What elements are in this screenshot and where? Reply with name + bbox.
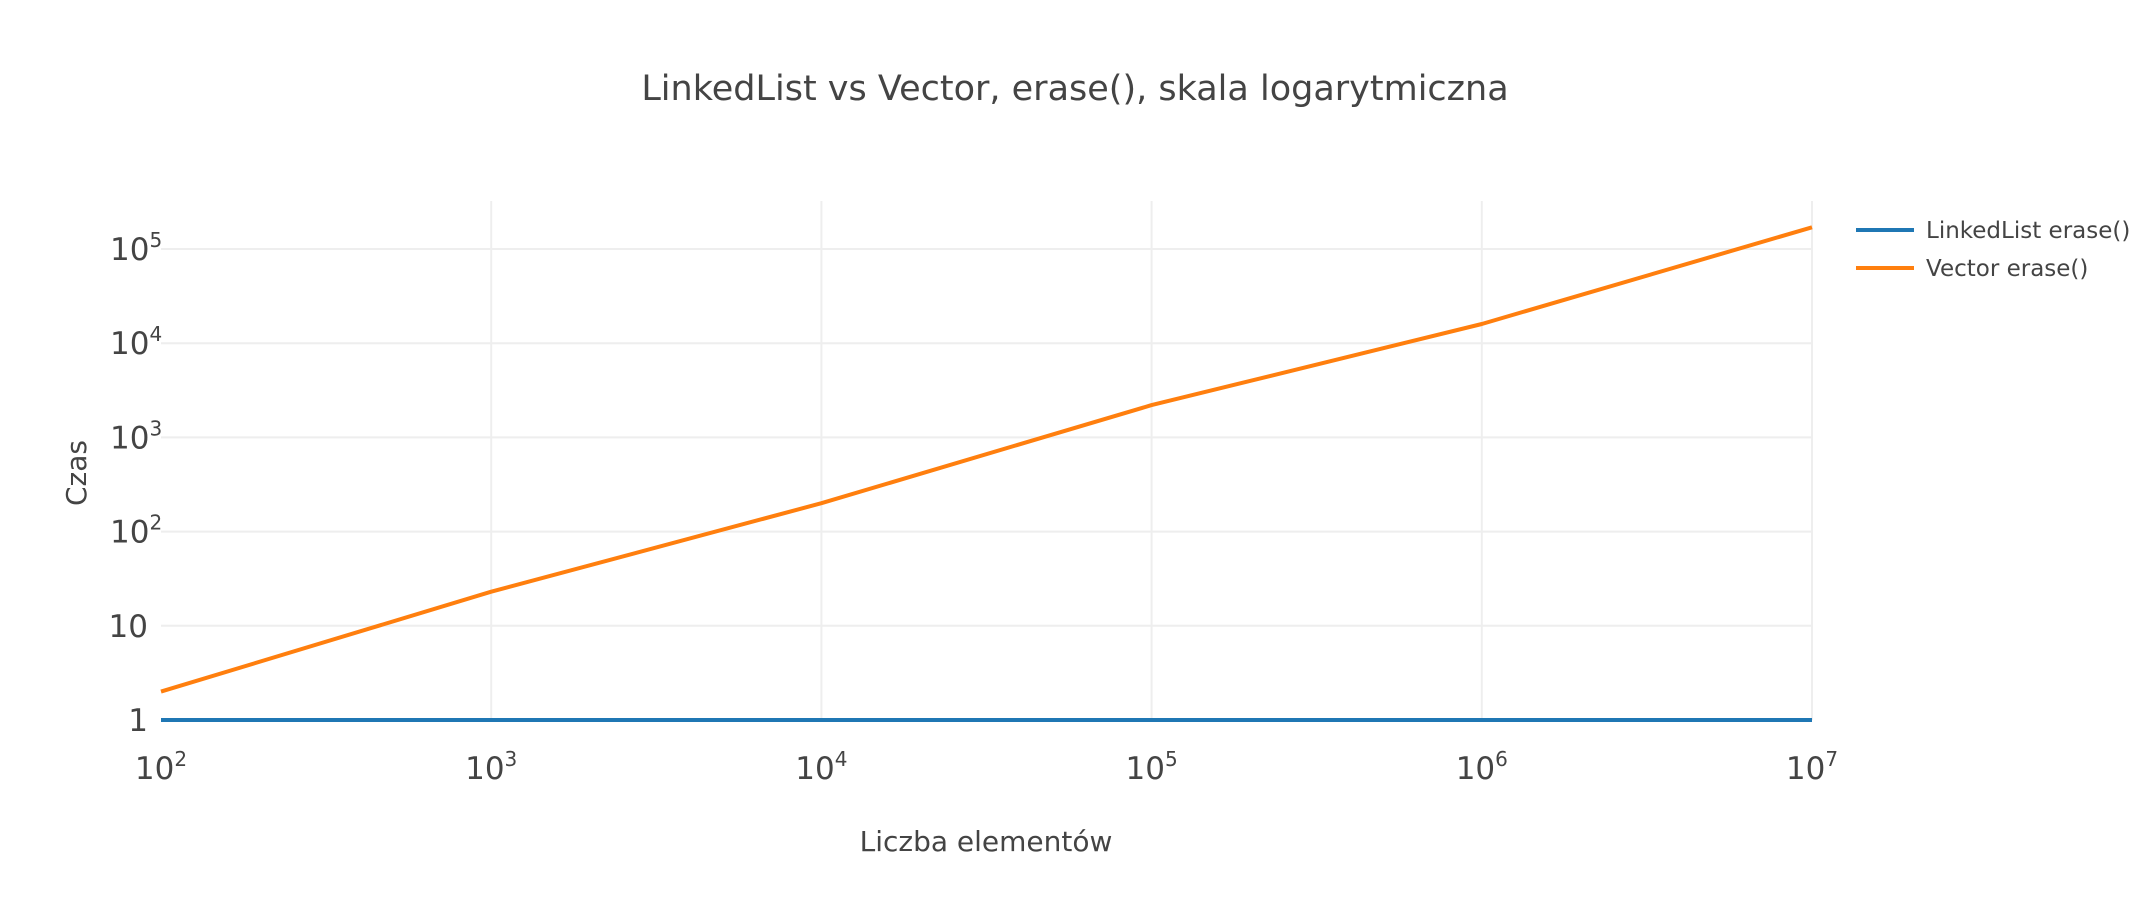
x-tick-base: 10 bbox=[465, 751, 504, 787]
series-line-1 bbox=[160, 225, 1813, 694]
x-tick-label: 105 bbox=[1126, 747, 1178, 787]
legend-label: Vector erase() bbox=[1926, 256, 2088, 282]
x-tick-exponent: 6 bbox=[1495, 747, 1508, 771]
x-tick-base: 10 bbox=[135, 751, 174, 787]
x-tick-label: 104 bbox=[795, 747, 847, 787]
y-tick-base: 10 bbox=[110, 420, 149, 456]
x-tick-label: 106 bbox=[1456, 747, 1508, 787]
x-tick-base: 10 bbox=[1126, 751, 1165, 787]
x-tick-base: 10 bbox=[1456, 751, 1495, 787]
chart-title: LinkedList vs Vector, erase(), skala log… bbox=[641, 69, 1508, 109]
y-tick-base: 1 bbox=[128, 703, 148, 739]
y-tick-base: 10 bbox=[110, 515, 149, 551]
y-tick-label: 102 bbox=[110, 511, 162, 551]
y-axis-title: Czas bbox=[60, 440, 93, 506]
y-tick-label: 1 bbox=[128, 703, 148, 739]
x-tick-exponent: 7 bbox=[1825, 747, 1838, 771]
legend-item[interactable]: LinkedList erase() bbox=[1856, 218, 2130, 244]
x-tick-label: 103 bbox=[465, 747, 517, 787]
y-tick-base: 10 bbox=[110, 232, 149, 268]
x-tick-exponent: 3 bbox=[505, 747, 518, 771]
y-tick-label: 105 bbox=[110, 228, 162, 268]
x-axis-ticks: 102 103 104 105 106 107 bbox=[135, 747, 1838, 787]
y-tick-exponent: 5 bbox=[149, 228, 162, 252]
legend-item[interactable]: Vector erase() bbox=[1856, 256, 2088, 282]
x-tick-base: 10 bbox=[1786, 751, 1825, 787]
y-tick-label: 10 bbox=[109, 609, 148, 645]
legend[interactable]: LinkedList erase() Vector erase() bbox=[1856, 218, 2130, 282]
y-tick-label: 104 bbox=[110, 322, 162, 362]
x-tick-exponent: 5 bbox=[1165, 747, 1178, 771]
x-axis-title: Liczba elementów bbox=[860, 825, 1113, 858]
y-tick-exponent: 2 bbox=[149, 511, 162, 535]
y-tick-label: 103 bbox=[110, 416, 162, 456]
y-tick-exponent: 3 bbox=[149, 416, 162, 440]
x-tick-exponent: 2 bbox=[174, 747, 187, 771]
x-tick-label: 102 bbox=[135, 747, 187, 787]
y-tick-base: 10 bbox=[109, 609, 148, 645]
x-tick-exponent: 4 bbox=[835, 747, 848, 771]
x-tick-base: 10 bbox=[795, 751, 834, 787]
y-tick-exponent: 4 bbox=[149, 322, 162, 346]
series-lines bbox=[160, 225, 1813, 722]
legend-label: LinkedList erase() bbox=[1926, 218, 2130, 244]
y-tick-base: 10 bbox=[110, 326, 149, 362]
x-tick-label: 107 bbox=[1786, 747, 1838, 787]
grid bbox=[161, 201, 1813, 720]
